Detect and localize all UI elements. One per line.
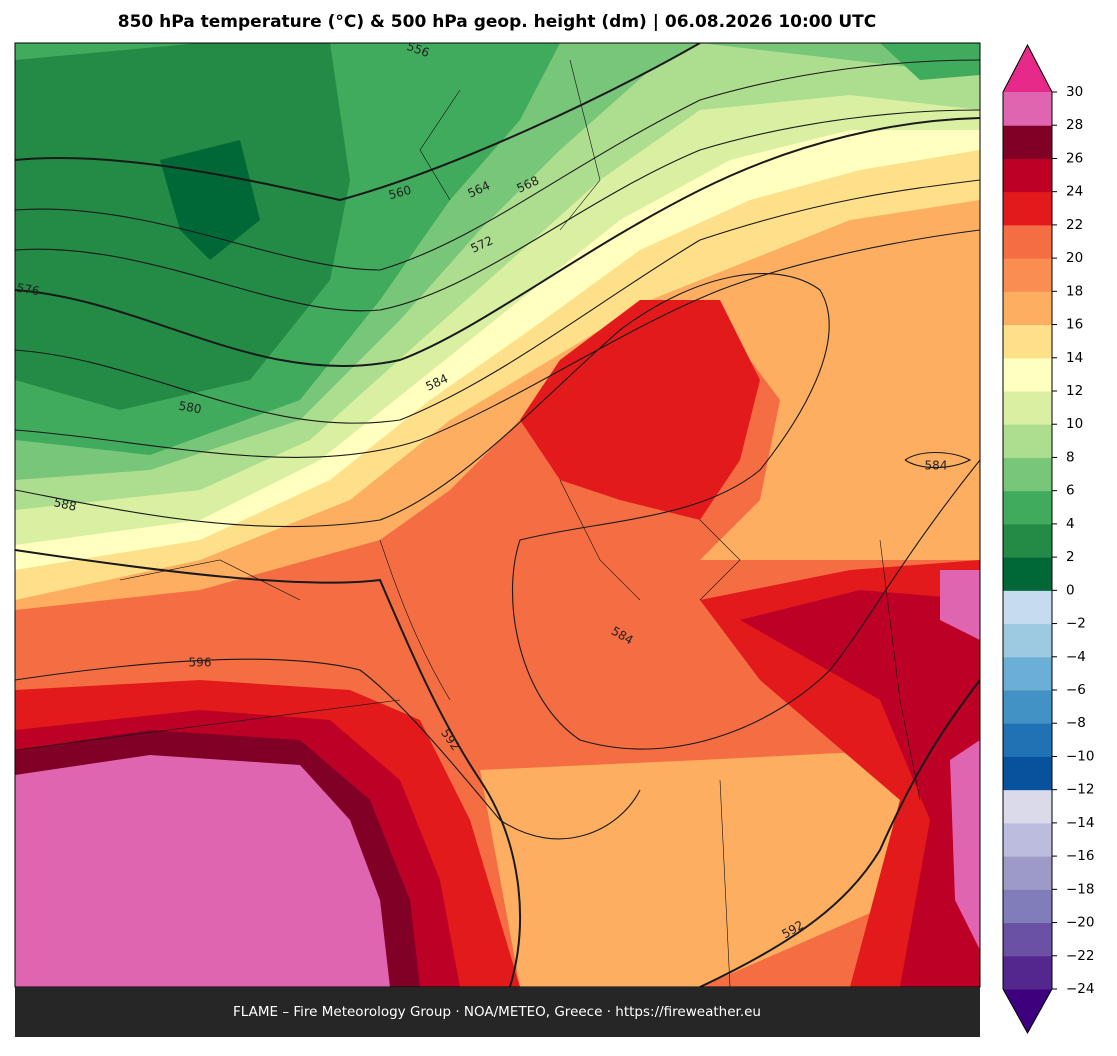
contour-line (15, 117, 980, 368)
colorbar-tick-label: −18 (1066, 881, 1095, 897)
contour-label: 576 (16, 281, 41, 299)
contour-label: 580 (178, 399, 203, 417)
colorbar-tick-label: −2 (1066, 616, 1086, 632)
colorbar-tick-label: 12 (1066, 383, 1083, 399)
colorbar-band (1003, 955, 1052, 990)
temperature-field (740, 590, 980, 987)
colorbar-tick-label: 8 (1066, 449, 1075, 465)
contour-line (699, 679, 980, 987)
colorbar-band (1003, 125, 1052, 159)
colorbar-band (1003, 191, 1052, 226)
contour-line (15, 549, 521, 987)
footer: FLAME – Fire Meteorology Group · NOA/MET… (233, 1004, 761, 1020)
contour-line (15, 109, 980, 312)
contour-label: 560 (387, 183, 413, 202)
colorbar-band (1003, 690, 1052, 724)
colorbar-tick-label: −16 (1066, 848, 1095, 864)
contour-label: 596 (189, 656, 212, 670)
temperature-field (940, 570, 980, 640)
contour-line (15, 273, 980, 750)
colorbar-tick-label: −20 (1066, 915, 1095, 931)
colorbar-band (1003, 756, 1052, 791)
map: 556 560 564 568 572 576 580 584 588 596 … (15, 43, 980, 987)
colorbar-tick-label: 10 (1066, 416, 1083, 432)
colorbar-band (1003, 623, 1052, 658)
colorbar-band (1003, 490, 1052, 525)
contour-line (15, 658, 641, 840)
contour-line (15, 43, 701, 202)
colorbar-tick-label: 22 (1066, 217, 1083, 233)
colorbar-band (1003, 457, 1052, 492)
colorbar-band (1003, 92, 1052, 126)
colorbar-tick-label: 16 (1066, 317, 1083, 333)
colorbar-band (1003, 224, 1052, 259)
temperature-field (520, 300, 760, 520)
colorbar-tick-label: −6 (1066, 682, 1086, 698)
colorbar-tick-label: 4 (1066, 516, 1075, 532)
colorbar-band (1003, 557, 1052, 591)
colorbar-band (1003, 523, 1052, 558)
colorbar-tick-label: 2 (1066, 549, 1075, 565)
footer-bar (15, 987, 980, 1037)
temperature-field (15, 755, 390, 987)
colorbar-tick-label: 30 (1066, 84, 1083, 100)
colorbar-tick-label: 18 (1066, 283, 1083, 299)
colorbar-band (1003, 324, 1052, 359)
colorbar-band (1003, 656, 1052, 691)
colorbar-band (1003, 723, 1052, 757)
colorbar-tick-label: −10 (1066, 748, 1095, 764)
colorbar-band (1003, 889, 1052, 924)
contour-label: 584 (925, 459, 948, 473)
colorbar-extend-max (1003, 45, 1052, 92)
colorbar-tick-label: 0 (1066, 582, 1075, 598)
colorbar-band (1003, 291, 1052, 326)
colorbar-band (1003, 258, 1052, 292)
colorbar-tick-label: 14 (1066, 350, 1083, 366)
colorbar-band (1003, 158, 1052, 193)
contour-line (15, 229, 980, 458)
colorbar-band (1003, 822, 1052, 857)
colorbar-tick-label: 20 (1066, 250, 1083, 266)
temperature-field (480, 750, 900, 987)
colorbar-tick-label: −24 (1066, 981, 1095, 997)
colorbar-band (1003, 789, 1052, 824)
colorbar-tick-label: −22 (1066, 948, 1095, 964)
colorbar-tick-label: 26 (1066, 150, 1083, 166)
colorbar: −24−22−20−18−16−14−12−10−8−6−4−202468101… (1002, 43, 1095, 1035)
colorbar-band (1003, 391, 1052, 425)
contour-label: 588 (52, 495, 77, 513)
colorbar-tick-label: −4 (1066, 649, 1086, 665)
colorbar-band (1003, 424, 1052, 458)
colorbar-tick-label: −14 (1066, 815, 1095, 831)
colorbar-band (1003, 922, 1052, 957)
contour-line (15, 59, 980, 271)
contour-line (15, 179, 980, 424)
colorbar-band (1003, 590, 1052, 625)
colorbar-tick-label: 28 (1066, 117, 1083, 133)
colorbar-band (1003, 357, 1052, 392)
colorbar-tick-label: −12 (1066, 782, 1095, 798)
colorbar-tick-label: 24 (1066, 184, 1083, 200)
colorbar-tick-label: 6 (1066, 483, 1075, 499)
colorbar-extend-min (1003, 989, 1052, 1033)
temperature-field (950, 740, 980, 950)
country-borders (15, 59, 921, 987)
colorbar-band (1003, 856, 1052, 890)
colorbar-tick-label: −8 (1066, 715, 1086, 731)
contour-line (904, 452, 972, 468)
title: 850 hPa temperature (°C) & 500 hPa geop.… (118, 12, 877, 32)
